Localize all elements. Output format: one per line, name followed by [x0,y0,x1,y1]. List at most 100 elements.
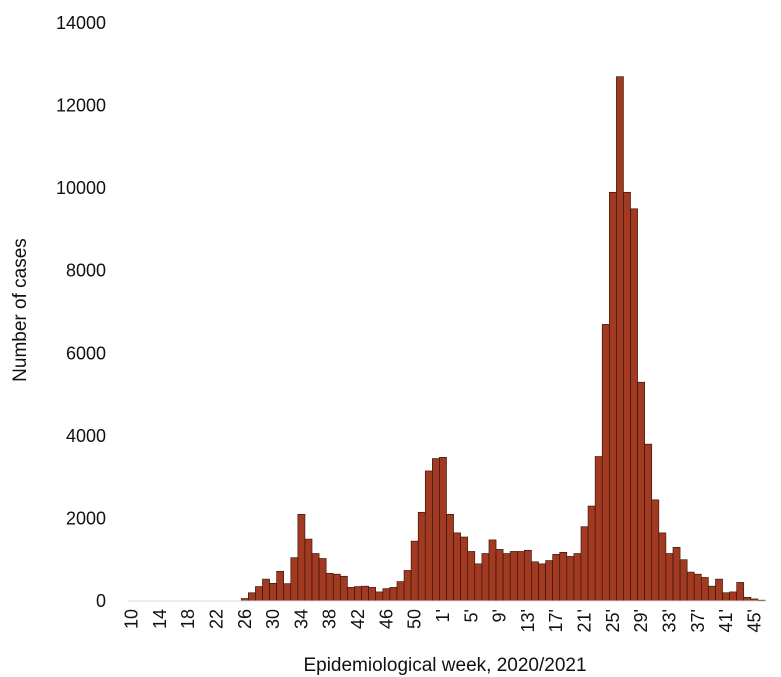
x-tick-label: 25' [603,609,623,632]
y-tick-label: 0 [96,591,106,611]
bar [283,583,292,602]
bar [340,575,348,602]
bar [460,536,469,602]
x-tick-label: 5' [461,609,481,622]
y-tick-label: 2000 [66,508,106,528]
bar [474,563,483,602]
bar [248,592,256,602]
bar [573,553,582,602]
bar [453,532,461,602]
y-tick-label: 12000 [56,96,106,116]
x-tick-label: 26 [235,609,255,629]
bar [297,513,306,602]
bar [304,538,313,602]
x-tick-label: 9' [490,609,510,622]
bar [354,586,362,602]
bar [658,532,667,602]
x-tick-label: 14 [150,609,170,629]
bar [580,526,589,602]
bar [262,578,270,602]
bar [722,592,730,602]
bar [587,505,596,602]
bar [269,582,277,602]
y-axis: 0 2000 4000 6000 8000 10000 12000 14000 [56,13,106,611]
bar [403,570,412,602]
x-tick-label: 45' [744,609,764,632]
x-tick-label: 21' [575,609,595,632]
bar [651,499,660,602]
x-tick-label: 50 [405,609,425,629]
x-tick-label: 29' [631,609,651,632]
bar [693,573,702,602]
bar [608,191,617,602]
x-tick-label: 46 [376,609,396,629]
bar [601,324,610,602]
bar [255,586,263,602]
x-tick-label: 13' [518,609,538,632]
x-tick-label: 30 [263,609,283,629]
bar [424,470,433,602]
bar [679,559,688,602]
bar [325,573,334,602]
bar [531,561,539,602]
bar [417,511,426,602]
bar [665,553,674,602]
y-tick-label: 10000 [56,178,106,198]
x-tick-label: 38 [320,609,340,629]
bar [743,596,752,602]
bar [396,581,405,602]
bar [545,560,553,602]
x-tick-label: 33' [659,609,679,632]
bar [644,443,653,602]
bar [736,582,745,602]
bar [467,551,476,602]
bar [509,551,518,602]
bar [389,587,398,602]
x-tick-label: 1' [433,609,453,622]
y-tick-label: 6000 [66,343,106,363]
bar [375,591,384,602]
bar [672,547,681,602]
bar [559,551,568,602]
bar [347,587,355,602]
x-axis: 10 14 18 22 26 30 34 38 42 46 50 1' 5' 9' 13' 17' 21' 25'… [122,600,765,632]
bar [729,591,737,602]
bar [623,191,631,602]
bar [276,570,285,602]
y-tick-label: 14000 [56,13,106,33]
y-tick-label: 8000 [66,261,106,281]
bar [538,563,546,602]
bar [700,577,709,602]
bar [524,549,532,602]
bar [502,553,511,602]
bar [439,457,447,602]
y-tick-label: 4000 [66,426,106,446]
bar [432,458,440,602]
x-tick-label: 34 [291,609,311,629]
bar [318,558,327,602]
bar [368,587,377,602]
bar [481,553,490,602]
bar [361,585,369,602]
bar [382,588,391,602]
x-tick-label: 18 [178,609,198,629]
bar [630,208,638,602]
bar [516,551,525,602]
x-tick-label: 17' [546,609,566,632]
bar [616,76,624,602]
bar [332,573,341,602]
bar [637,381,645,602]
bar [708,585,716,602]
bar [686,571,695,602]
x-tick-label: 41' [716,609,736,632]
bar [311,553,320,602]
bar [488,539,497,602]
bar [290,557,299,602]
bar [594,456,603,602]
x-tick-label: 42 [348,609,368,629]
x-tick-label: 22 [206,609,226,629]
x-tick-label: 37' [688,609,708,632]
bar [446,513,454,602]
bar [715,578,723,602]
